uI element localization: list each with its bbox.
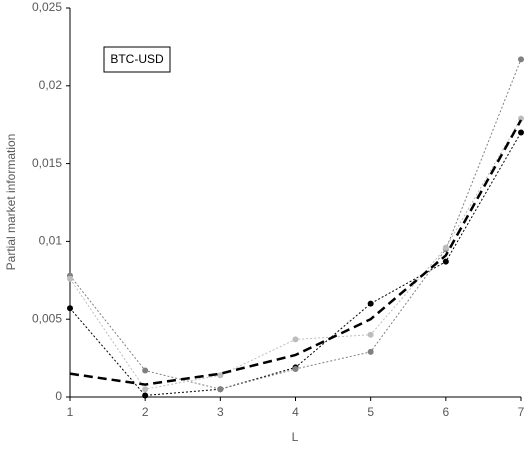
x-axis-title: L <box>292 430 299 444</box>
x-tick-label: 6 <box>442 405 449 419</box>
series-marker <box>518 129 524 136</box>
series-marker <box>367 348 374 355</box>
y-tick-label: 0,02 <box>39 78 63 92</box>
x-tick-label: 7 <box>518 405 525 419</box>
y-axis-title: Partial market information <box>4 134 18 271</box>
series-marker <box>217 372 224 379</box>
y-tick-label: 0,025 <box>32 0 62 14</box>
y-tick-label: 0 <box>55 389 62 403</box>
series-marker <box>217 386 224 393</box>
y-tick-label: 0,015 <box>32 156 62 170</box>
series-marker <box>367 331 374 338</box>
series-marker <box>142 386 149 393</box>
annotation-box <box>103 46 171 73</box>
x-tick-label: 1 <box>67 405 74 419</box>
series-marker <box>292 365 299 372</box>
y-tick-label: 0,01 <box>39 234 63 248</box>
series-marker <box>142 392 149 399</box>
series-marker <box>518 115 524 122</box>
x-tick-label: 2 <box>142 405 149 419</box>
y-tick-label: 0,005 <box>32 311 62 325</box>
x-tick-label: 3 <box>217 405 224 419</box>
series-marker <box>518 56 524 63</box>
series-marker <box>367 300 374 307</box>
series-marker <box>67 275 73 282</box>
x-tick-label: 5 <box>367 405 374 419</box>
series-marker <box>142 367 149 374</box>
series-marker <box>67 305 73 312</box>
series-line <box>69 118 522 390</box>
x-tick-label: 4 <box>292 405 299 419</box>
series-marker <box>292 336 299 343</box>
series-marker <box>442 244 449 251</box>
annotation: BTC-USD <box>110 52 164 66</box>
series-marker <box>442 258 449 265</box>
series-line <box>69 119 523 386</box>
